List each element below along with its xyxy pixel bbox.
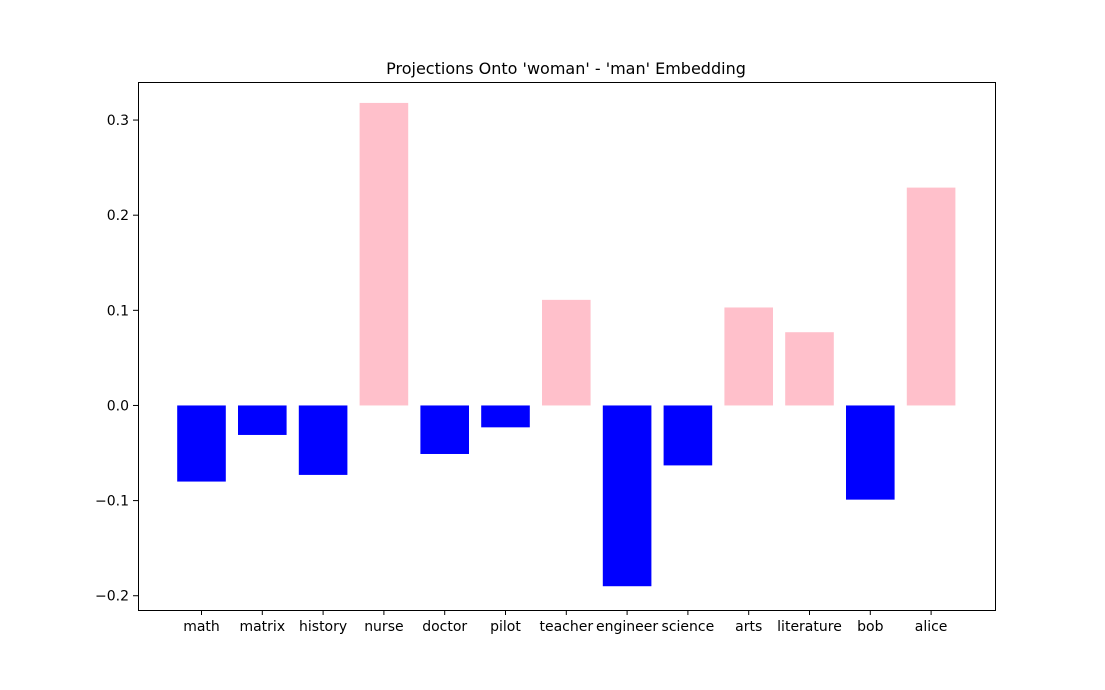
chart-title: Projections Onto 'woman' - 'man' Embeddi… [386, 59, 746, 78]
x-tick-label: science [662, 619, 715, 635]
bar-teacher [542, 299, 591, 406]
x-tick-label: pilot [490, 619, 521, 635]
x-tick-label: nurse [364, 619, 403, 635]
bar-pilot [481, 405, 530, 428]
bar-math [177, 405, 226, 482]
y-tick-label: −0.1 [95, 494, 129, 510]
bars-layer [177, 102, 956, 587]
x-axis-ticks: math matrix history nurse doctor pilot teacher… [183, 610, 947, 635]
x-tick-label: alice [915, 619, 948, 635]
bar-history [298, 405, 348, 475]
bar-literature [785, 332, 834, 406]
bar-doctor [420, 405, 469, 454]
y-tick-label: −0.2 [95, 589, 129, 605]
y-tick-label: 0.2 [107, 208, 129, 224]
y-axis-ticks: −0.2 −0.1 0.0 0.1 0.2 0.3 [95, 113, 138, 605]
x-tick-label: arts [735, 619, 762, 635]
x-tick-label: matrix [239, 619, 285, 635]
bar-science [663, 405, 713, 466]
x-tick-label: engineer [596, 619, 658, 635]
bar-bob [846, 405, 895, 500]
x-tick-label: teacher [539, 619, 593, 635]
x-tick-label: math [183, 619, 220, 635]
x-tick-label: bob [857, 619, 883, 635]
x-tick-label: literature [777, 619, 842, 635]
bar-nurse [359, 102, 409, 406]
bar-engineer [602, 405, 652, 587]
bar-arts [724, 307, 773, 406]
x-tick-label: history [299, 619, 347, 635]
y-tick-label: 0.0 [107, 398, 129, 414]
y-tick-label: 0.3 [107, 113, 129, 129]
bar-matrix [238, 405, 287, 435]
y-tick-label: 0.1 [107, 303, 129, 319]
bar-alice [906, 187, 956, 406]
plot-frame [138, 82, 996, 611]
axes-layer [138, 82, 996, 611]
x-tick-label: doctor [422, 619, 467, 635]
